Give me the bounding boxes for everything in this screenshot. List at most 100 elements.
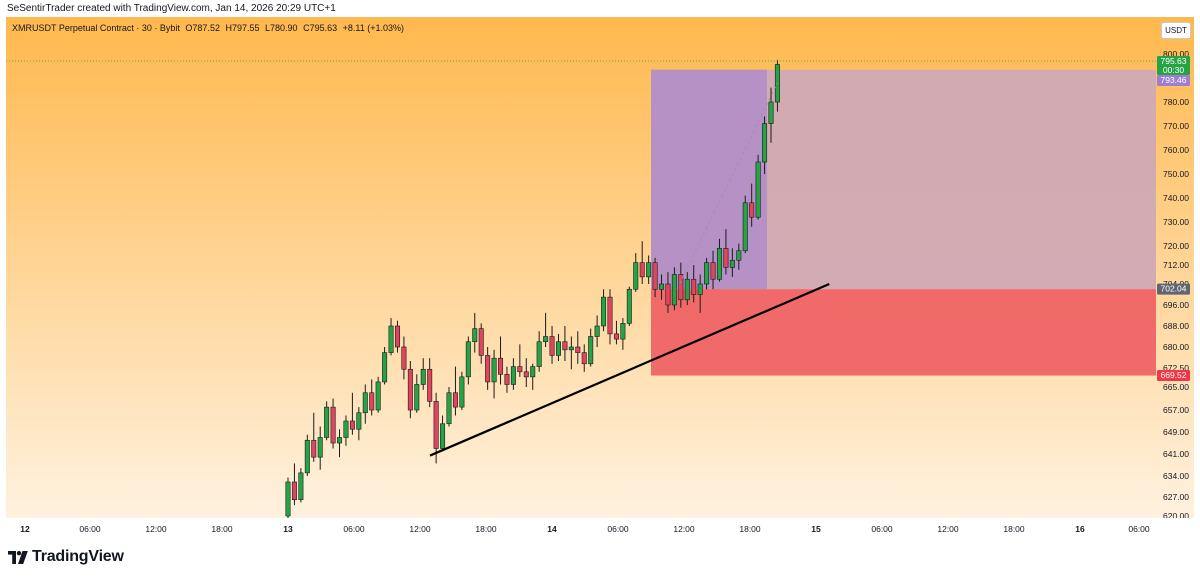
candle-body	[755, 161, 761, 218]
target-badge-bg	[1157, 75, 1190, 86]
time-tick-label: 12:00	[937, 524, 959, 534]
price-tick-label: 627.00	[1163, 492, 1189, 502]
candle-body	[633, 262, 639, 290]
legend-change: +8.11 (+1.03%)	[342, 23, 404, 33]
candle-body	[659, 283, 665, 290]
time-tick-label: 12	[20, 524, 30, 534]
time-tick-label: 12:00	[409, 524, 431, 534]
time-tick-label: 13	[283, 524, 293, 534]
entry-badge-bg	[1157, 283, 1190, 295]
candle-body	[549, 336, 555, 356]
candle-body	[478, 328, 484, 356]
chart-area[interactable]: 800.00790.00780.00770.00760.00750.00740.…	[6, 17, 1194, 540]
time-tick-label: 18:00	[739, 524, 761, 534]
legend-open: O787.52	[185, 23, 220, 33]
candle-body	[626, 288, 632, 324]
candle-body	[555, 341, 561, 356]
candle-body	[324, 406, 330, 438]
candle-body	[607, 296, 613, 335]
price-tick-label: 720.00	[1163, 241, 1189, 251]
candle-body	[710, 262, 716, 280]
candle-body	[485, 355, 491, 383]
candle-body	[465, 341, 471, 378]
candle-body	[369, 392, 375, 411]
time-tick-label: 18:00	[475, 524, 497, 534]
price-tick-label: 780.00	[1163, 97, 1189, 107]
candle-body	[504, 374, 510, 385]
candle-body	[665, 283, 671, 306]
candle-body	[343, 420, 349, 438]
time-tick-label: 12:00	[145, 524, 167, 534]
candle-body	[362, 392, 368, 414]
candle-body	[768, 101, 774, 124]
last-price-badge-label: 00:30	[1163, 65, 1185, 75]
price-tick-label: 696.00	[1163, 300, 1189, 310]
position-zones	[651, 69, 1156, 376]
legend-close: C795.63	[303, 23, 338, 33]
candle-body	[684, 278, 690, 301]
time-tick-label: 06:00	[1128, 524, 1150, 534]
time-axis[interactable]: 12 06:00 12:00 18:00 13 06:00 12:00 18:00 14 06:0…	[6, 518, 1194, 540]
candle-body	[543, 336, 549, 343]
candle-body	[382, 352, 388, 383]
price-tick-label: 620.00	[1163, 511, 1189, 521]
candle-body	[575, 346, 581, 353]
candle-body	[317, 437, 323, 458]
price-tick-label: 712.00	[1163, 260, 1189, 270]
time-tick-label: 15	[811, 524, 821, 534]
candle-body	[646, 262, 652, 278]
price-tick-label: 688.00	[1163, 321, 1189, 331]
candle-body	[459, 376, 465, 408]
overlay-lines	[6, 60, 1156, 457]
time-tick-label: 06:00	[79, 524, 101, 534]
price-axis[interactable]: 800.00790.00780.00770.00760.00750.00740.…	[1156, 17, 1194, 540]
target-badge-label: 793.46	[1161, 75, 1187, 85]
candle-body	[697, 283, 703, 295]
candle-body	[433, 401, 439, 449]
candle-body	[401, 346, 407, 370]
candle-body	[498, 357, 504, 375]
candle-body	[729, 259, 735, 268]
candle-body	[414, 384, 420, 411]
entry-badge-label: 702.04	[1161, 284, 1187, 294]
candle-body	[620, 323, 626, 340]
last-price-badge-bg	[1157, 56, 1190, 75]
candle-body	[652, 262, 658, 290]
candle-body	[588, 336, 594, 365]
candle-body	[639, 262, 645, 278]
price-tick-label: 672.50	[1163, 363, 1189, 373]
currency-button[interactable]: USDT	[1161, 22, 1191, 39]
tradingview-logo-icon	[8, 550, 28, 564]
candle-body	[298, 472, 304, 501]
candle-body	[452, 392, 458, 408]
candle-body	[691, 278, 697, 295]
time-axis-bg	[6, 518, 1194, 540]
time-tick-label: 06:00	[607, 524, 629, 534]
tradingview-logo[interactable]: TradingView	[8, 548, 124, 566]
candle-body	[491, 357, 497, 383]
price-tick-label: 665.00	[1163, 382, 1189, 392]
candle-body	[375, 381, 381, 411]
candle-body	[523, 371, 529, 378]
candle-body	[581, 352, 587, 365]
candle-body	[330, 406, 336, 444]
candle-body	[594, 325, 600, 337]
candle-body	[446, 392, 452, 425]
chart-canvas[interactable]: 800.00790.00780.00770.00760.00750.00740.…	[6, 17, 1194, 540]
price-tick-label: 657.00	[1163, 405, 1189, 415]
trendline	[429, 282, 830, 457]
time-tick-label: 14	[547, 524, 557, 534]
price-tick-label: 800.00	[1163, 49, 1189, 59]
legend-symbol: XMRUSDT Perpetual Contract · 30 · Bybit	[12, 23, 180, 33]
candle-body	[285, 481, 291, 517]
price-tick-label: 641.00	[1163, 449, 1189, 459]
candles	[285, 59, 780, 519]
candle-body	[530, 366, 536, 378]
candle-body	[671, 274, 677, 306]
candle-body	[749, 202, 755, 218]
candle-body	[427, 368, 433, 402]
time-tick-label: 16	[1075, 524, 1085, 534]
target-zone	[651, 69, 767, 290]
price-tick-label: 740.00	[1163, 193, 1189, 203]
candle-body	[356, 412, 362, 430]
